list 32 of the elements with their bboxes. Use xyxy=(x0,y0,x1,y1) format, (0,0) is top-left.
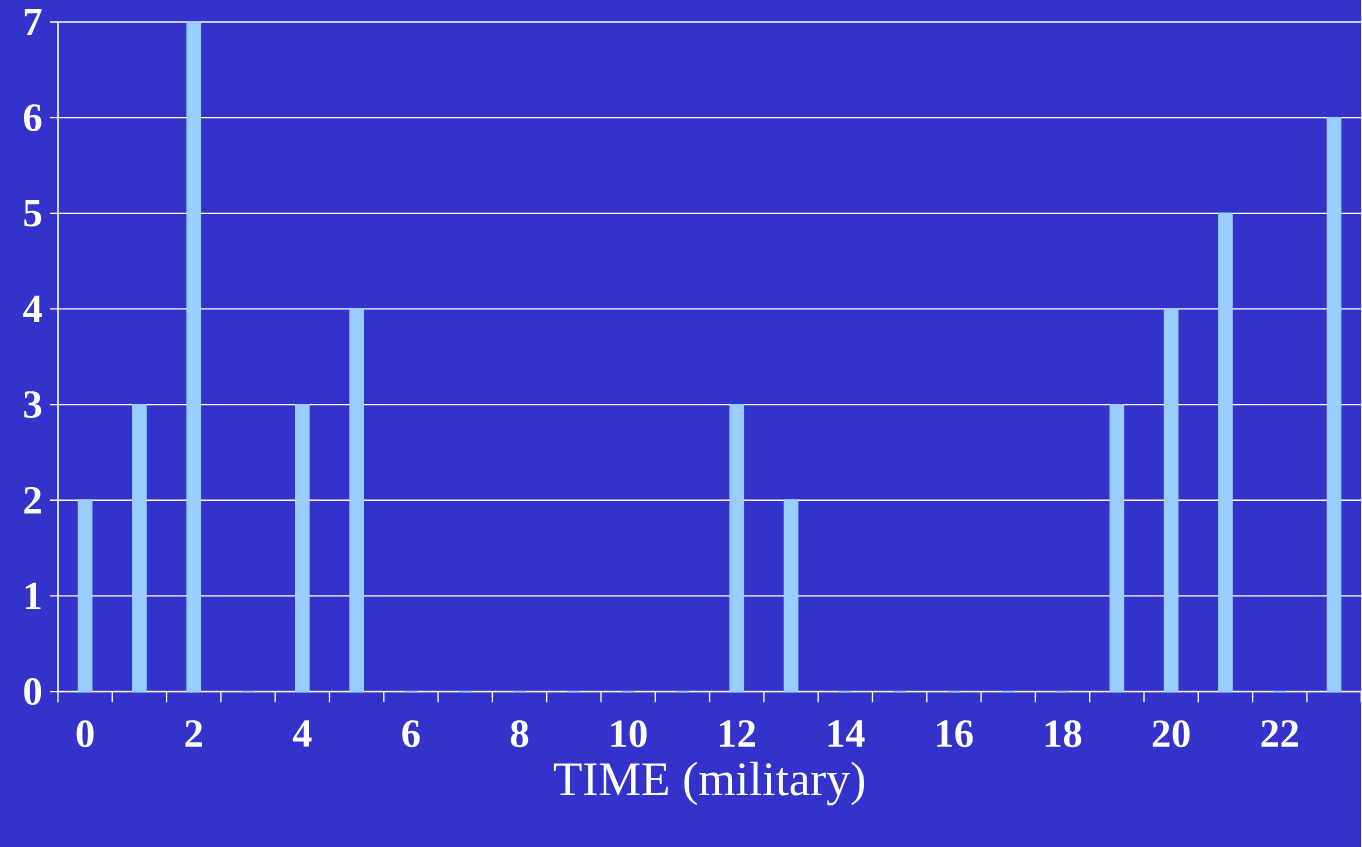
x-tick-label: 0 xyxy=(76,720,94,748)
x-tick-label: 12 xyxy=(719,720,756,747)
bar xyxy=(729,403,745,693)
x-tick-label: 10 xyxy=(611,720,647,748)
x-tick-label: 20 xyxy=(1152,720,1190,748)
y-tick-label: 5 xyxy=(24,199,42,227)
x-tick-label: 22 xyxy=(1261,720,1299,747)
bar xyxy=(1326,116,1342,693)
x-tick-label: 8 xyxy=(510,720,529,748)
x-axis-title: TIME (military) xyxy=(553,761,865,806)
bar xyxy=(1109,403,1125,693)
y-tick-label: 7 xyxy=(24,8,42,35)
x-tick-label: 6 xyxy=(402,720,420,747)
y-tick-label: 3 xyxy=(24,390,42,418)
bar xyxy=(295,403,310,693)
x-tick-label: 18 xyxy=(1045,720,1082,748)
bar xyxy=(1163,308,1179,693)
x-tick-label: 16 xyxy=(937,720,973,747)
x-tick-label: 2 xyxy=(185,720,202,747)
y-tick-label: 4 xyxy=(23,295,42,322)
bar xyxy=(783,499,799,693)
x-tick-label: 14 xyxy=(828,720,865,747)
bar xyxy=(349,308,364,693)
y-tick-label: 6 xyxy=(23,103,42,131)
bar xyxy=(132,403,147,693)
y-tick-label: 2 xyxy=(24,486,41,514)
bar xyxy=(77,499,93,693)
y-tick-label: 0 xyxy=(24,677,42,705)
bar xyxy=(186,21,202,693)
x-tick-label: 4 xyxy=(292,720,312,747)
y-tick-label: 1 xyxy=(25,582,41,609)
bar xyxy=(1218,212,1233,693)
